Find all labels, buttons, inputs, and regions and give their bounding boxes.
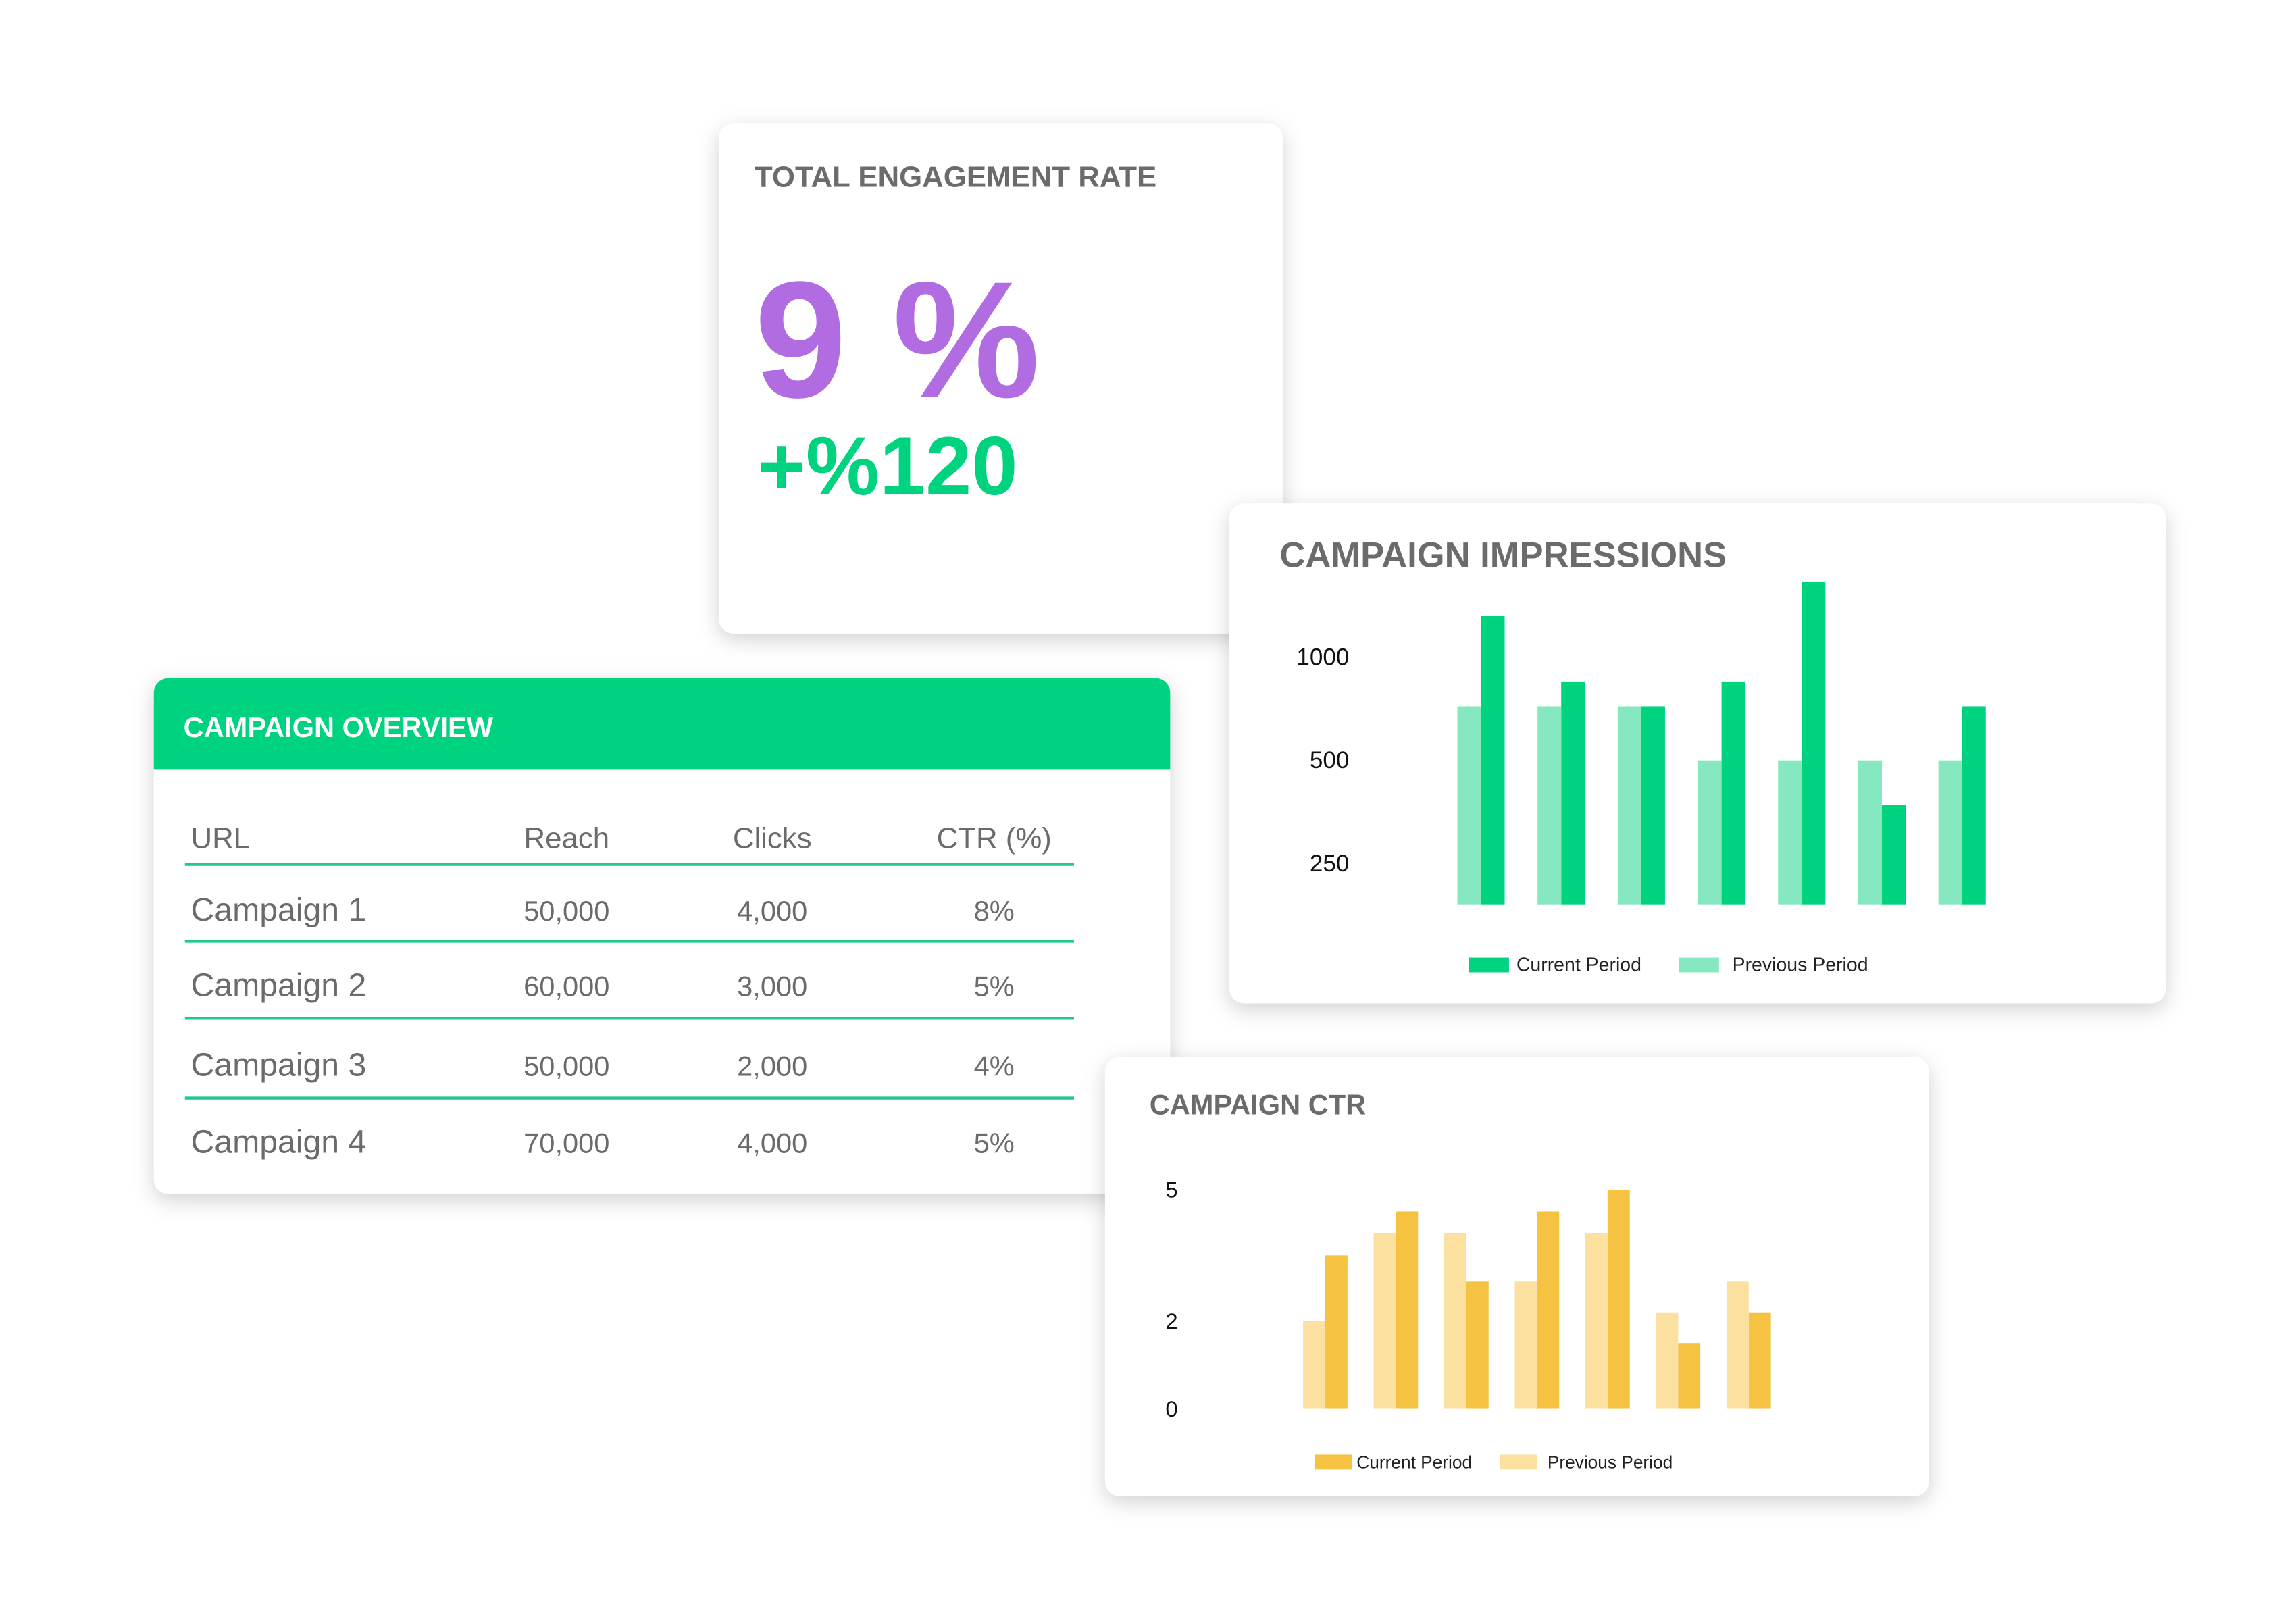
legend-swatch (1500, 1454, 1537, 1470)
overview-card: CAMPAIGN OVERVIEW URL Reach Clicks CTR (%) C… (153, 678, 1171, 1194)
bar (1481, 616, 1505, 905)
bar (1325, 1255, 1348, 1409)
table-cell: 4,000 (737, 895, 807, 927)
bar (1858, 760, 1882, 905)
legend-label: Current Period (1516, 955, 1641, 976)
y-tick-label: 500 (1310, 747, 1349, 773)
table-cell: 3,000 (737, 970, 807, 1002)
chart-title: CAMPAIGN IMPRESSIONS (1279, 535, 1727, 575)
bar (1303, 1321, 1325, 1409)
legend-swatch (1469, 957, 1509, 973)
table-cell: 50,000 (524, 1050, 609, 1082)
table-cell: 60,000 (524, 970, 609, 1002)
bar (1641, 706, 1665, 905)
impressions-card: CAMPAIGN IMPRESSIONS 1000 500 250 Current P… (1229, 503, 2166, 1004)
chart-title: CAMPAIGN CTR (1150, 1089, 1367, 1121)
bar (1466, 1281, 1489, 1409)
legend-label: Previous Period (1548, 1452, 1673, 1472)
card-bg (153, 678, 1171, 1194)
bar (1721, 681, 1745, 905)
card-header (153, 678, 1171, 770)
y-tick-label: 1000 (1296, 644, 1349, 671)
kpi-value: 9 % (755, 247, 1040, 432)
bar (1537, 706, 1562, 905)
column-header: CTR (%) (937, 821, 1052, 855)
row-label: Campaign 2 (191, 967, 367, 1003)
bar (1373, 1233, 1396, 1409)
table-cell: 70,000 (524, 1127, 609, 1159)
bar (1537, 1211, 1560, 1409)
legend-label: Current Period (1356, 1452, 1472, 1472)
bar (1938, 760, 1962, 905)
legend-swatch (1679, 957, 1719, 973)
bar (1656, 1312, 1679, 1409)
legend-label: Previous Period (1733, 955, 1868, 976)
row-label: Campaign 4 (191, 1124, 367, 1161)
bar (1881, 805, 1906, 905)
row-label: Campaign 3 (191, 1047, 367, 1084)
card-bg (1229, 503, 2166, 1004)
bar (1698, 760, 1722, 905)
bar (1802, 582, 1826, 905)
bar (1778, 760, 1802, 905)
kpi-change: +%120 (757, 419, 1017, 512)
y-tick-label: 2 (1165, 1308, 1177, 1333)
table-cell: 50,000 (524, 895, 609, 927)
ctr-card: CAMPAIGN CTR 5 2 0 Current Period Previous P… (1104, 1057, 1929, 1496)
card-bg (1104, 1057, 1929, 1496)
table-cell: 5% (974, 1127, 1015, 1159)
bar (1962, 706, 1986, 905)
table-cell: 8% (974, 895, 1015, 927)
column-header: Clicks (733, 821, 812, 855)
column-header: Reach (524, 821, 609, 855)
bar (1396, 1211, 1419, 1409)
table-cell: 4,000 (737, 1127, 807, 1159)
y-tick-label: 0 (1165, 1396, 1177, 1421)
bar (1607, 1189, 1630, 1409)
bar (1514, 1281, 1537, 1409)
bar (1585, 1233, 1608, 1409)
card-title: TOTAL ENGAGEMENT RATE (755, 161, 1156, 194)
bar (1678, 1343, 1701, 1409)
engagement-card: TOTAL ENGAGEMENT RATE 9 % +%120 (719, 123, 1283, 634)
table-cell: 2,000 (737, 1050, 807, 1082)
card-bg (719, 123, 1283, 634)
bar (1726, 1281, 1749, 1409)
bar (1444, 1233, 1466, 1409)
bar (1457, 706, 1481, 905)
row-label: Campaign 1 (191, 892, 367, 928)
y-tick-label: 5 (1165, 1177, 1177, 1202)
bar (1561, 681, 1585, 905)
column-header: URL (191, 821, 251, 855)
table-cell: 4% (974, 1050, 1015, 1082)
table-cell: 5% (974, 970, 1015, 1002)
card-title: CAMPAIGN OVERVIEW (184, 711, 494, 743)
y-tick-label: 250 (1310, 850, 1349, 877)
bar (1617, 706, 1641, 905)
bar (1748, 1312, 1771, 1409)
legend-swatch (1315, 1454, 1352, 1470)
